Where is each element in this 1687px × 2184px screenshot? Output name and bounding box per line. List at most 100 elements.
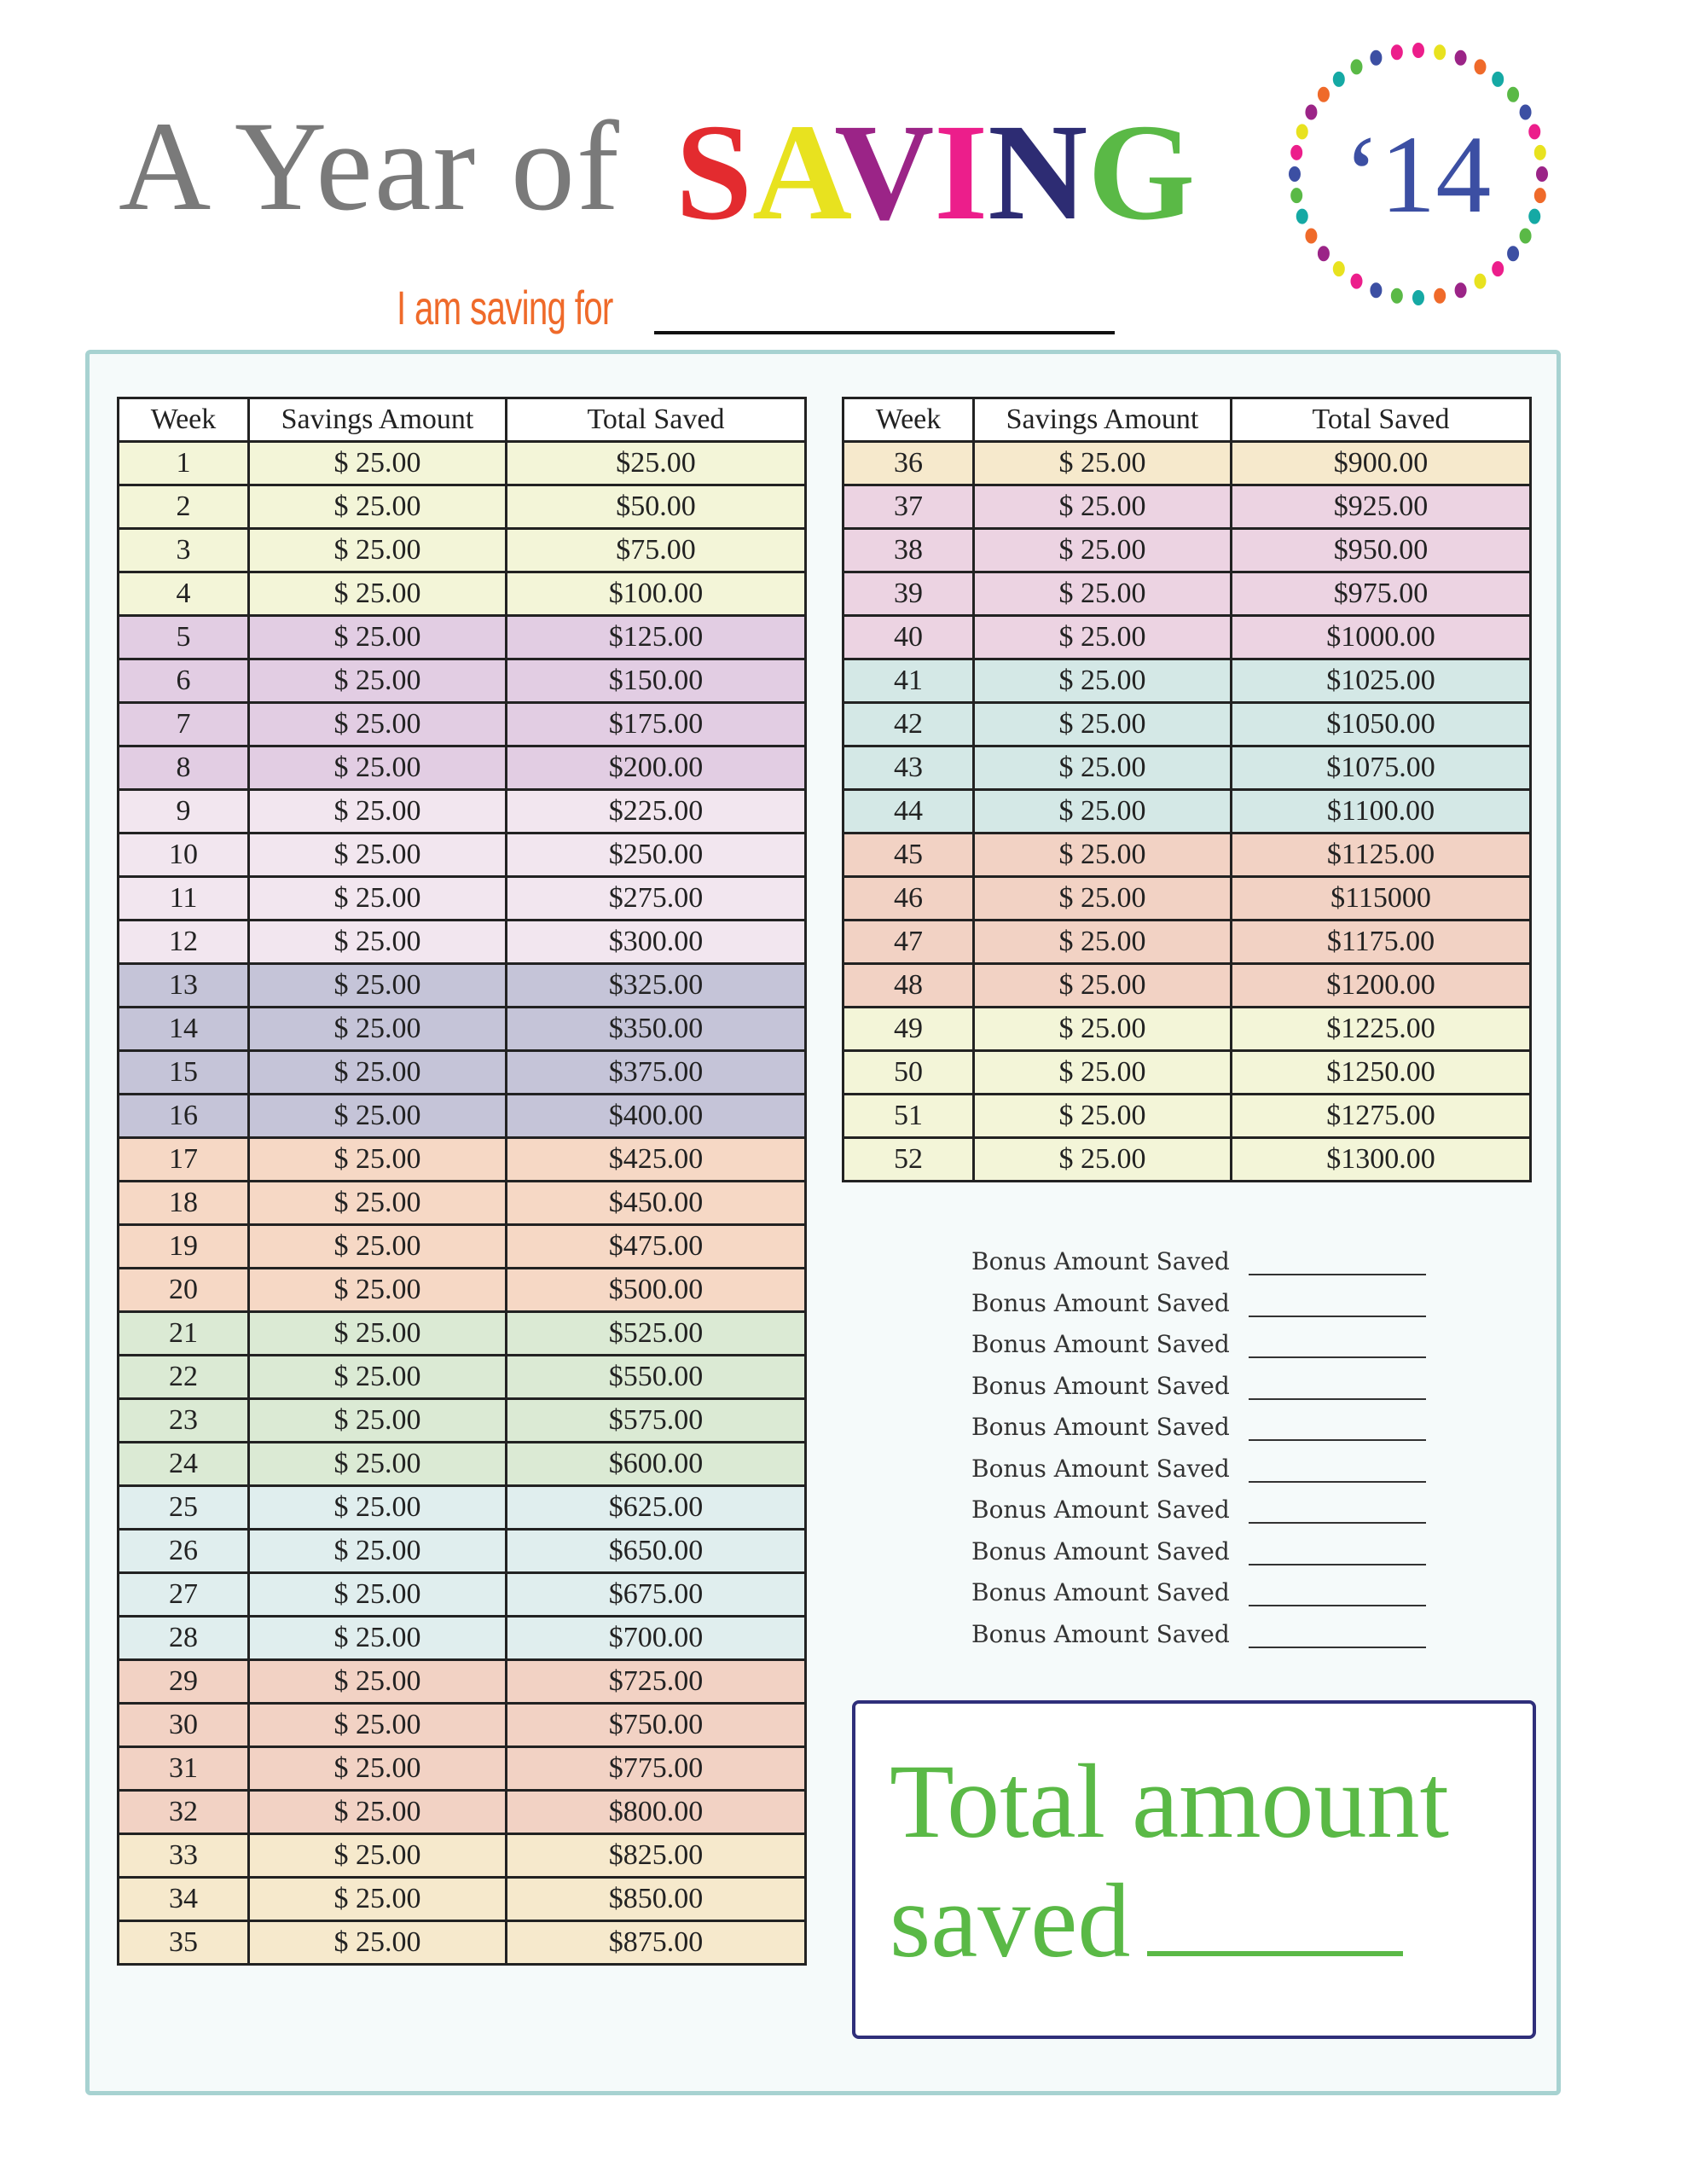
bonus-row: Bonus Amount Saved xyxy=(971,1578,1426,1606)
table-row: 12 $ 25.00 $300.00 xyxy=(117,919,807,965)
bonus-input-line[interactable] xyxy=(1248,1496,1426,1524)
week-cell: 45 xyxy=(842,832,975,878)
week-cell: 34 xyxy=(117,1876,250,1922)
total-saved-cell: $400.00 xyxy=(505,1093,807,1139)
savings-amount-cell: $ 25.00 xyxy=(972,571,1232,617)
week-cell: 29 xyxy=(117,1658,250,1705)
total-saved-cell: $150.00 xyxy=(505,658,807,704)
decorative-dot xyxy=(1519,228,1532,244)
week-cell: 24 xyxy=(117,1441,250,1487)
title-letter: A xyxy=(752,96,835,249)
bonus-row: Bonus Amount Saved xyxy=(971,1537,1426,1565)
week-cell: 38 xyxy=(842,527,975,573)
week-cell: 12 xyxy=(117,919,250,965)
decorative-dot xyxy=(1533,188,1546,204)
savings-amount-cell: $ 25.00 xyxy=(247,1049,507,1095)
savings-amount-cell: $ 25.00 xyxy=(247,1658,507,1705)
week-cell: 39 xyxy=(842,571,975,617)
decorative-dot xyxy=(1454,49,1467,66)
total-amount-box: Total amount saved xyxy=(852,1700,1536,2039)
bonus-input-line[interactable] xyxy=(1248,1248,1426,1275)
title-saving-word: SAVING xyxy=(675,104,1272,242)
total-saved-cell: $275.00 xyxy=(505,875,807,921)
savings-amount-cell: $ 25.00 xyxy=(247,1528,507,1574)
savings-amount-cell: $ 25.00 xyxy=(247,1136,507,1182)
table-row: 47 $ 25.00 $1175.00 xyxy=(842,919,1532,965)
table-row: 33 $ 25.00 $825.00 xyxy=(117,1833,807,1879)
week-cell: 43 xyxy=(842,745,975,791)
table-row: 50 $ 25.00 $1250.00 xyxy=(842,1049,1532,1095)
bonus-input-line[interactable] xyxy=(1248,1579,1426,1606)
total-saved-cell: $1025.00 xyxy=(1230,658,1532,704)
table-row: 31 $ 25.00 $775.00 xyxy=(117,1745,807,1792)
decorative-dot xyxy=(1390,288,1403,304)
bonus-label: Bonus Amount Saved xyxy=(971,1496,1230,1524)
week-cell: 3 xyxy=(117,527,250,573)
total-saved-cell: $1250.00 xyxy=(1230,1049,1532,1095)
savings-amount-cell: $ 25.00 xyxy=(247,658,507,704)
table-row: 17 $ 25.00 $425.00 xyxy=(117,1136,807,1182)
savings-amount-cell: $ 25.00 xyxy=(247,1702,507,1748)
header-week: Week xyxy=(117,397,250,443)
savings-amount-cell: $ 25.00 xyxy=(247,1920,507,1966)
weeks-table-right: Week Savings Amount Total Saved 36 $ 25.0… xyxy=(842,397,1532,1182)
savings-amount-cell: $ 25.00 xyxy=(972,484,1232,530)
savings-amount-cell: $ 25.00 xyxy=(972,788,1232,834)
total-saved-cell: $1075.00 xyxy=(1230,745,1532,791)
header-total-saved: Total Saved xyxy=(505,397,807,443)
decorative-dot xyxy=(1533,144,1546,160)
bonus-input-line[interactable] xyxy=(1248,1331,1426,1358)
total-saved-cell: $775.00 xyxy=(505,1745,807,1792)
savings-amount-cell: $ 25.00 xyxy=(972,1093,1232,1139)
bonus-input-line[interactable] xyxy=(1248,1538,1426,1565)
total-saved-cell: $1175.00 xyxy=(1230,919,1532,965)
weeks-table-left: Week Savings Amount Total Saved 1 $ 25.00… xyxy=(117,397,807,1966)
total-saved-cell: $1050.00 xyxy=(1230,701,1532,747)
total-saved-cell: $875.00 xyxy=(505,1920,807,1966)
decorative-dot xyxy=(1350,59,1363,75)
bonus-input-line[interactable] xyxy=(1248,1414,1426,1441)
saving-for-input-line[interactable] xyxy=(654,331,1115,334)
week-cell: 5 xyxy=(117,614,250,660)
total-amount-input-line[interactable] xyxy=(1147,1951,1404,1956)
decorative-dot xyxy=(1350,273,1363,289)
total-saved-cell: $325.00 xyxy=(505,962,807,1008)
table-row: 35 $ 25.00 $875.00 xyxy=(117,1920,807,1966)
decorative-dot xyxy=(1290,188,1303,204)
table-row: 26 $ 25.00 $650.00 xyxy=(117,1528,807,1574)
bonus-input-line[interactable] xyxy=(1248,1455,1426,1483)
decorative-dot xyxy=(1454,282,1467,299)
decorative-dot xyxy=(1507,246,1520,262)
bonus-input-line[interactable] xyxy=(1248,1373,1426,1400)
total-saved-cell: $850.00 xyxy=(505,1876,807,1922)
total-saved-cell: $625.00 xyxy=(505,1484,807,1531)
savings-amount-cell: $ 25.00 xyxy=(972,1136,1232,1182)
table-row: 22 $ 25.00 $550.00 xyxy=(117,1354,807,1400)
table-row: 15 $ 25.00 $375.00 xyxy=(117,1049,807,1095)
week-cell: 42 xyxy=(842,701,975,747)
decorative-dot xyxy=(1332,71,1345,87)
decorative-dot xyxy=(1434,44,1446,61)
week-cell: 14 xyxy=(117,1006,250,1052)
total-saved-cell: $1275.00 xyxy=(1230,1093,1532,1139)
savings-amount-cell: $ 25.00 xyxy=(247,440,507,486)
savings-amount-cell: $ 25.00 xyxy=(972,701,1232,747)
total-saved-cell: $475.00 xyxy=(505,1223,807,1269)
total-saved-cell: $525.00 xyxy=(505,1310,807,1356)
bonus-input-line[interactable] xyxy=(1248,1621,1426,1648)
bonus-input-line[interactable] xyxy=(1248,1290,1426,1317)
total-saved-cell: $425.00 xyxy=(505,1136,807,1182)
bonus-label: Bonus Amount Saved xyxy=(971,1330,1230,1358)
week-cell: 20 xyxy=(117,1267,250,1313)
bonus-row: Bonus Amount Saved xyxy=(971,1330,1426,1358)
decorative-dot xyxy=(1412,290,1424,305)
savings-amount-cell: $ 25.00 xyxy=(247,1223,507,1269)
table-row: 4 $ 25.00 $100.00 xyxy=(117,571,807,617)
savings-amount-cell: $ 25.00 xyxy=(247,1745,507,1792)
week-cell: 47 xyxy=(842,919,975,965)
table-row: 42 $ 25.00 $1050.00 xyxy=(842,701,1532,747)
total-saved-cell: $1100.00 xyxy=(1230,788,1532,834)
week-cell: 22 xyxy=(117,1354,250,1400)
week-cell: 2 xyxy=(117,484,250,530)
week-cell: 11 xyxy=(117,875,250,921)
